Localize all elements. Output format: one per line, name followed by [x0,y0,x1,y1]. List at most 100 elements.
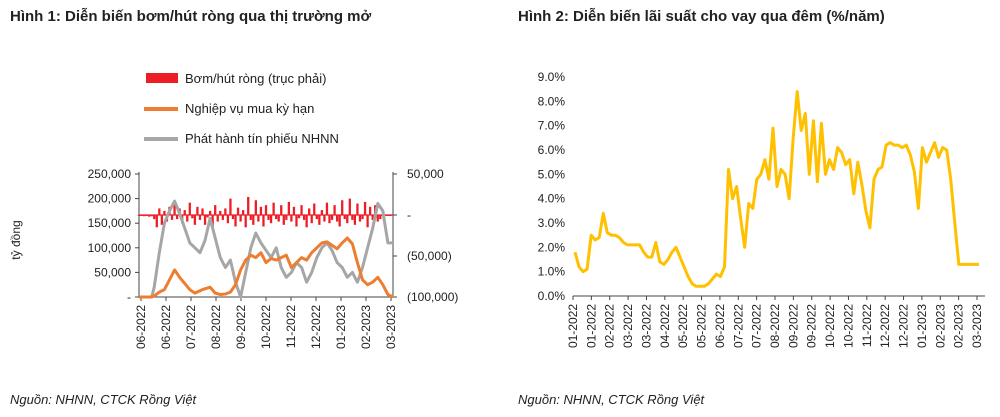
net-bar [348,198,351,215]
net-bar [361,215,364,220]
fig2-x-tick-label: 10-2022 [841,304,855,348]
net-bar [206,215,209,218]
left-axis-tick-label: 200,000 [88,192,132,206]
x-axis-tick-label: 01-2023 [334,305,348,349]
net-bar [325,202,329,215]
net-bar [376,215,379,222]
fig2-y-tick-label: 6.0% [538,143,566,157]
figure2-chart: 9.0% 8.0% 7.0% 6.0% 5.0% 4.0% 3.0% 2.0% 1.0% 0.0%… [538,70,985,348]
legend-swatch-net [146,73,178,83]
fig2-x-tick-label: 04-2022 [658,304,672,348]
net-bar [211,215,214,228]
net-bar [214,205,217,215]
net-bar [183,210,186,215]
net-bar [275,215,278,220]
left-axis-tick-label: - [127,290,131,304]
net-bar [310,215,313,224]
x-axis-tick-label: 06-2022 [134,305,148,349]
net-bar [145,215,148,216]
fig2-x-tick-label: 01-2023 [915,304,929,348]
fig2-y-tick-label: 4.0% [538,192,566,206]
net-bar [323,215,326,222]
net-bar [208,210,212,215]
fig2-x-tick-label: 05-2022 [676,304,690,348]
net-bar [333,205,336,215]
net-bar [203,215,207,225]
net-bar [353,215,357,225]
net-bar [315,215,318,220]
figure2-source: Nguồn: NHNN, CTCK Rồng Việt [518,392,705,407]
fig2-x-tick-label: 01-2022 [584,304,598,348]
net-bar [226,215,230,224]
net-bar [358,215,362,222]
x-axis-tick-label: 12-2022 [309,305,323,349]
net-bar [239,215,242,222]
net-bar [188,202,191,215]
bills-line [139,199,393,299]
net-bar [280,205,283,215]
net-bar [363,201,367,215]
fig2-x-tick-label: 10-2022 [823,304,837,348]
net-bar [356,203,359,215]
fig2-y-tick-label: 9.0% [538,70,566,84]
net-bar [142,215,146,217]
net-bar [236,207,240,215]
net-bar [277,215,280,222]
net-bar [216,215,219,222]
net-bar [368,206,372,215]
x-axis-tick-label: 08-2022 [209,305,223,349]
figure1-chart: Bơm/hút ròng (trục phải) Nghiệp vụ mua k… [9,71,458,349]
right-axis-tick-label: (100,000) [407,290,458,304]
net-bar [234,215,237,227]
net-bar [241,210,245,215]
fig2-y-tick-label: 3.0% [538,216,566,230]
x-axis-tick-label: 10-2022 [259,305,273,349]
x-axis-tick-label: 09-2022 [234,305,248,349]
net-bar [300,205,303,215]
fig2-x-tick-label: 12-2022 [897,304,911,348]
fig2-y-tick-label: 0.0% [538,289,566,303]
fig2-x-tick-label: 12-2022 [878,304,892,348]
net-bar [366,215,369,228]
net-bar [351,215,354,220]
right-axis-tick-label: - [407,208,411,222]
net-bar [160,215,164,225]
net-bar [155,215,158,228]
net-bar [328,215,331,224]
net-bar [153,215,156,220]
x-axis-tick-label: 02-2023 [359,305,373,349]
net-bar [343,215,346,220]
fig2-x-tick-label: 03-2022 [621,304,635,348]
net-bar [252,215,255,225]
net-bar [247,196,250,215]
net-bar [254,200,257,215]
net-bar [290,215,293,222]
fig2-x-tick-label: 05-2022 [695,304,709,348]
left-axis-tick-label: 250,000 [88,167,132,181]
net-bar [264,205,268,215]
net-bar [341,200,344,215]
fig2-y-tick-label: 8.0% [538,94,566,108]
net-bar [198,215,202,220]
net-bar [335,215,339,222]
fig2-x-tick-label: 07-2022 [731,304,745,348]
fig2-x-tick-label: 09-2022 [786,304,800,348]
net-bar [170,215,174,220]
net-bar [346,215,349,224]
net-bar [249,215,252,220]
net-bar [193,215,197,225]
net-bar [175,215,179,220]
net-bar [292,206,296,215]
net-bar [287,201,291,215]
net-bar [244,215,247,228]
legend-label-repo: Nghiệp vụ mua kỳ hạn [185,101,314,116]
left-axis-tick-label: 150,000 [88,216,132,230]
fig2-x-tick-label: 11-2022 [860,304,874,347]
repo-line [139,236,394,299]
net-bar [302,215,306,220]
net-bar [173,205,176,215]
net-bar [338,215,341,227]
x-axis-tick-label: 06-2022 [159,305,173,349]
net-bar [305,215,308,228]
fig2-x-tick-label: 03-2022 [639,304,653,348]
